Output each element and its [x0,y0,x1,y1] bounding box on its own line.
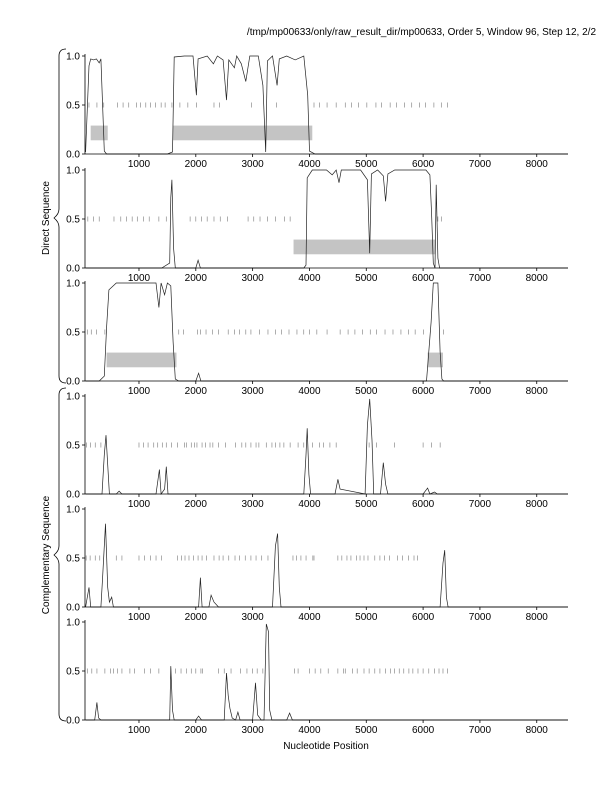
panel-6-x-tick-label: 8000 [526,725,549,736]
panel-6-x-tick-label: 6000 [412,725,435,736]
panel-2-x-tick-label: 5000 [355,273,378,284]
panel-4-x-tick-label: 5000 [355,499,378,510]
panel-6-x-tick-label: 5000 [355,725,378,736]
panel-1-series-line [85,55,568,155]
panel-4-series-line [85,398,568,495]
panel-2-x-tick-label: 8000 [526,273,549,284]
panel-4-x-tick-label: 6000 [412,499,435,510]
panel-5-series-line [85,523,568,608]
panel-1-region [90,125,108,141]
panel-5-x-tick-label: 3000 [242,612,265,623]
panel-3-series-line [85,282,568,382]
x-axis-label: Nucleotide Position [283,741,369,752]
panel-2-y-tick-label: 1.0 [66,166,80,177]
panel-4-x-tick-label: 7000 [469,499,492,510]
panel-3-x-tick-label: 7000 [469,386,492,397]
panel-6-y-tick-label: 0.5 [66,667,80,678]
panel-3-x-tick-label: 3000 [242,386,265,397]
panel-5-x-tick-label: 7000 [469,612,492,623]
panel-3-x-tick-label: 2000 [185,386,208,397]
panel-4-x-tick-label: 4000 [298,499,321,510]
panel-5-x-tick-label: 2000 [185,612,208,623]
panel-2-series-line [85,169,568,269]
panel-6-y-tick-label: 0.0 [66,716,80,727]
direct-sequence-label: Direct Sequence [41,181,52,255]
panel-4-x-tick-label: 8000 [526,499,549,510]
panel-1-x-tick-label: 3000 [242,159,265,170]
panel-2-x-tick-label: 4000 [298,273,321,284]
panel-3-x-tick-label: 4000 [298,386,321,397]
panel-3-y-tick-label: 0.0 [66,377,80,388]
header-title: /tmp/mp00633/only/raw_result_dir/mp00633… [247,27,597,38]
panel-2-x-tick-label: 7000 [469,273,492,284]
panel-1-x-tick-label: 7000 [469,159,492,170]
panel-5-y-tick-label: 0.5 [66,554,80,565]
panel-4-x-tick-label: 3000 [242,499,265,510]
panel-5-y-tick-label: 1.0 [66,505,80,516]
panel-2-x-tick-label: 1000 [128,273,151,284]
panel-4-x-tick-label: 1000 [128,499,151,510]
panel-4-y-tick-label: 1.0 [66,392,80,403]
panel-3-region [106,352,177,368]
panel-1-y-tick-label: 0.5 [66,101,80,112]
panels: 0.0 0.5 1.0 1000 2000 3000 4000 5000 6000 7000 800… [66,52,568,736]
complementary-sequence-label: Complementary Sequence [41,495,52,614]
panel-4-x-tick-label: 2000 [185,499,208,510]
panel-5-x-tick-label: 4000 [298,612,321,623]
panel-1-x-tick-label: 2000 [185,159,208,170]
panel-6-x-tick-label: 1000 [128,725,151,736]
panel-2-region [293,239,436,255]
panel-6-series-line [85,623,568,721]
panel-5-y-tick-label: 0.0 [66,603,80,614]
panel-6-x-tick-label: 4000 [298,725,321,736]
panel-1-x-tick-label: 1000 [128,159,151,170]
panel-1-region [173,125,313,141]
panel-3-x-tick-label: 8000 [526,386,549,397]
panel-3-x-tick-label: 6000 [412,386,435,397]
panel-3-x-tick-label: 5000 [355,386,378,397]
panel-1-x-tick-label: 6000 [412,159,435,170]
panel-2-y-tick-label: 0.0 [66,264,80,275]
panel-6-y-tick-label: 1.0 [66,618,80,629]
panel-4-y-tick-label: 0.0 [66,490,80,501]
panel-3-x-tick-label: 1000 [128,386,151,397]
panel-3-y-tick-label: 0.5 [66,328,80,339]
panel-2-y-tick-label: 0.5 [66,215,80,226]
panel-5-x-tick-label: 5000 [355,612,378,623]
panel-3-y-tick-label: 1.0 [66,279,80,290]
panel-6-x-tick-label: 3000 [242,725,265,736]
panel-1-y-tick-label: 1.0 [66,52,80,63]
direct-bracket [53,48,67,384]
complementary-bracket [53,387,67,722]
panel-5-x-tick-label: 1000 [128,612,151,623]
panel-5-x-tick-label: 6000 [412,612,435,623]
panel-5-x-tick-label: 8000 [526,612,549,623]
panel-6-x-tick-label: 7000 [469,725,492,736]
panel-2-x-tick-label: 2000 [185,273,208,284]
panel-1-y-tick-label: 0.0 [66,150,80,161]
panel-1-x-tick-label: 8000 [526,159,549,170]
panel-1-x-tick-label: 5000 [355,159,378,170]
panel-2-x-tick-label: 6000 [412,273,435,284]
panel-2-x-tick-label: 3000 [242,273,265,284]
panel-6-x-tick-label: 2000 [185,725,208,736]
panel-3-region [427,352,443,368]
panel-1-x-tick-label: 4000 [298,159,321,170]
panel-4-y-tick-label: 0.5 [66,441,80,452]
